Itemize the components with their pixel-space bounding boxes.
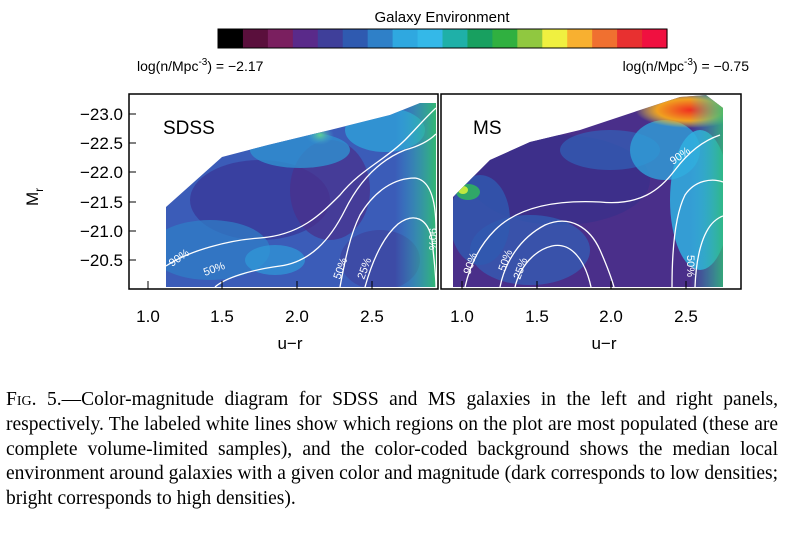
sdss-contour-label: 90% (426, 228, 438, 250)
colorbar-segment (342, 29, 369, 48)
x-tick-label: 2.0 (599, 307, 623, 326)
x-axis-ms: 1.0 1.5 2.0 2.5 u−r (450, 281, 698, 353)
x-tick-label: 1.0 (450, 307, 474, 326)
figure: Galaxy Environment log(n/Mpc-3) = −2.17 … (23, 9, 750, 353)
x-tick-label: 1.5 (210, 307, 234, 326)
colorbar-segment (442, 29, 469, 48)
x-tick-label: 2.5 (674, 307, 698, 326)
colorbar-max-label: log(n/Mpc-3) = −0.75 (623, 57, 750, 74)
panel-label-sdss: SDSS (163, 118, 215, 139)
caption-text: —Color-magnitude diagram for SDSS and MS… (6, 389, 778, 510)
x-axis-sdss: 1.0 1.5 2.0 2.5 u−r (136, 281, 384, 353)
colorbar-segment (292, 29, 319, 48)
y-axis: −23.0 −22.5 −22.0 −21.5 −21.0 −20.5 Mr (23, 105, 136, 270)
colorbar-segment (417, 29, 444, 48)
colorbar-min-label: log(n/Mpc-3) = −2.17 (137, 57, 264, 74)
x-tick-label: 2.5 (360, 307, 384, 326)
x-axis-label: u−r (591, 334, 616, 353)
y-tick-label: −22.0 (80, 163, 123, 182)
x-tick-label: 1.5 (525, 307, 549, 326)
ms-contour-label: 50% (684, 255, 696, 277)
colorbar-segment (517, 29, 543, 48)
colorbar-segment (392, 29, 419, 48)
colorbar-segment (592, 29, 618, 48)
panel-sdss: 90% 50% 50% 25% 90% SDSS (128, 93, 439, 290)
colorbar-segment (242, 29, 269, 48)
y-axis-label: Mr (23, 188, 46, 206)
colorbar-title: Galaxy Environment (374, 9, 510, 26)
colorbar-segment (542, 29, 568, 48)
panel-label-ms: MS (473, 118, 502, 139)
y-tick-label: −21.0 (80, 222, 123, 241)
x-axis-label: u−r (277, 334, 302, 353)
colorbar-segment (467, 29, 493, 48)
colorbar-segment (642, 29, 668, 48)
y-tick-label: −22.5 (80, 134, 123, 153)
caption-label: Fig. 5. (6, 389, 62, 410)
y-tick-label: −21.5 (80, 193, 123, 212)
colorbar-frame (217, 28, 668, 49)
colorbar-segment (492, 29, 518, 48)
colorbar-segment (567, 29, 593, 48)
colorbar-segment (267, 29, 294, 48)
figure-caption: Fig. 5.—Color-magnitude diagram for SDSS… (6, 388, 778, 512)
colorbar-segment (218, 29, 244, 48)
y-tick-label: −23.0 (80, 105, 123, 124)
colorbar (218, 29, 668, 48)
colorbar-segment (317, 29, 344, 48)
x-tick-label: 2.0 (285, 307, 309, 326)
panel-ms: 90% 50% 25% 90% 50% MS (440, 93, 742, 290)
x-tick-label: 1.0 (136, 307, 160, 326)
y-tick-label: −20.5 (80, 251, 123, 270)
colorbar-segment (367, 29, 394, 48)
colorbar-segment (617, 29, 643, 48)
